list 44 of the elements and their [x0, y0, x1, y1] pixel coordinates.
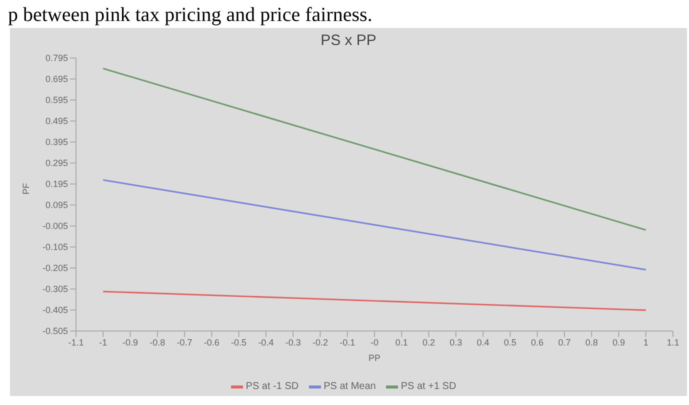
x-tick-label: -0.6	[204, 337, 220, 348]
x-tick-label: -0.9	[122, 337, 138, 348]
text: p between pink tax pricing and price fairness.	[8, 4, 374, 28]
y-tick-label: 0.295	[45, 158, 68, 168]
y-tick-label: -0.205	[42, 263, 68, 274]
x-tick-label: 1.1	[666, 337, 680, 348]
y-tick-label: -0.305	[42, 284, 68, 294]
y-tick-label: -0.105	[42, 242, 68, 252]
y-tick-label: 0.595	[45, 95, 68, 106]
x-tick-label: -0	[370, 337, 379, 348]
y-tick-label: 0.495	[45, 116, 68, 126]
x-tick-label: 0.6	[531, 337, 544, 348]
x-tick-label: -0.3	[285, 337, 301, 348]
x-axis-title: PP	[368, 353, 381, 363]
x-tick-label: -0.2	[312, 337, 328, 348]
y-axis-title: PF	[21, 182, 32, 194]
y-tick-label: 0.195	[45, 179, 68, 190]
y-tick-label: -0.005	[42, 221, 68, 232]
y-tick-label: 0.395	[45, 137, 68, 148]
legend-label: PS at Mean	[324, 381, 376, 392]
legend-label: PS at -1 SD	[246, 381, 299, 392]
x-tick-label: -0.5	[231, 337, 247, 348]
x-tick-label: 0.9	[612, 337, 625, 348]
x-tick-label: -1	[99, 337, 108, 348]
x-tick-label: 0.7	[558, 337, 571, 348]
x-tick-label: -0.8	[150, 337, 166, 348]
x-tick-label: 0.8	[585, 337, 598, 348]
x-tick-label: 1	[643, 337, 648, 348]
legend-label: PS at +1 SD	[400, 381, 456, 392]
chart-title: PS x PP	[320, 31, 378, 51]
y-tick-label: -0.505	[42, 326, 68, 336]
x-tick-label: -1.1	[68, 337, 84, 348]
x-tick-label: 0.1	[395, 337, 408, 348]
x-tick-label: 0.4	[476, 337, 490, 348]
y-tick-label: -0.405	[42, 305, 68, 316]
y-tick-label: 0.695	[45, 74, 68, 84]
x-tick-label: -0.4	[258, 337, 274, 348]
y-tick-label: 0.795	[45, 53, 68, 64]
y-tick-label: 0.095	[45, 200, 68, 210]
x-tick-label: 0.2	[422, 337, 436, 348]
x-tick-label: 0.3	[450, 337, 462, 348]
x-tick-label: 0.5	[504, 337, 516, 348]
x-tick-label: -0.1	[340, 337, 356, 348]
x-tick-label: -0.7	[176, 337, 192, 348]
